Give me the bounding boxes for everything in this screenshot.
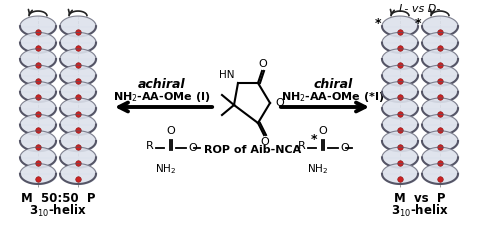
Text: O: O	[275, 98, 284, 108]
Text: *: *	[374, 17, 381, 30]
Text: HN: HN	[218, 70, 234, 80]
Text: O: O	[340, 143, 349, 153]
Text: NH$_2$: NH$_2$	[156, 162, 176, 176]
Text: chiral: chiral	[314, 78, 352, 91]
Text: NH$_2$-AA-OMe (*I): NH$_2$-AA-OMe (*I)	[282, 90, 385, 104]
Text: O: O	[260, 137, 270, 147]
Text: NH$_2$: NH$_2$	[308, 162, 328, 176]
Text: O: O	[166, 126, 175, 136]
Text: M  50:50  P: M 50:50 P	[21, 192, 95, 205]
Text: *: *	[414, 17, 421, 30]
Text: R: R	[146, 141, 154, 151]
Text: achiral: achiral	[138, 78, 186, 91]
Text: O: O	[188, 143, 197, 153]
Text: 3$_{10}$-helix: 3$_{10}$-helix	[29, 203, 87, 219]
Text: R: R	[298, 141, 306, 151]
Text: M  vs  P: M vs P	[394, 192, 446, 205]
Text: NH$_2$-AA-OMe (I): NH$_2$-AA-OMe (I)	[114, 90, 210, 104]
Text: ROP of Aib-NCA: ROP of Aib-NCA	[204, 145, 302, 155]
Text: O: O	[258, 59, 268, 69]
Text: *: *	[311, 133, 318, 146]
Text: O: O	[318, 126, 328, 136]
Text: 3$_{10}$-helix: 3$_{10}$-helix	[391, 203, 449, 219]
Text: L- vs D-: L- vs D-	[400, 4, 440, 14]
